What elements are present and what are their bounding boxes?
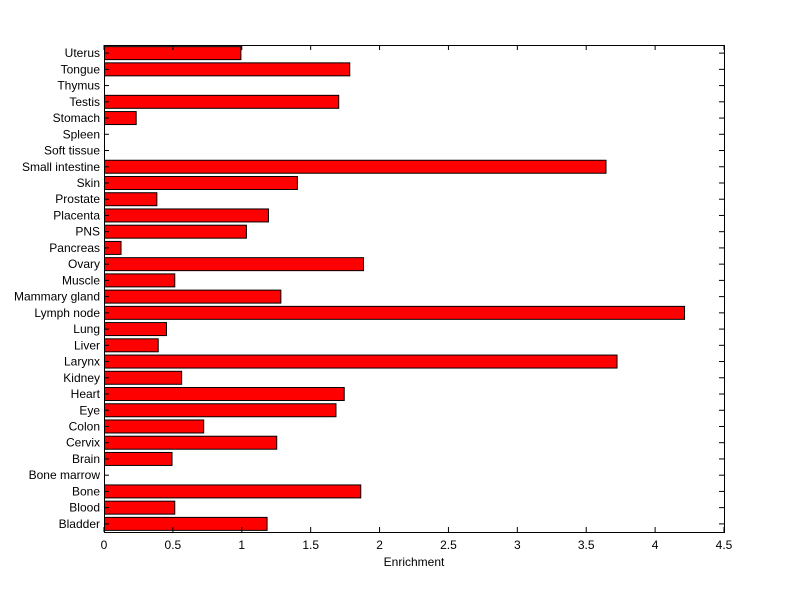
y-tick-label: Lymph node <box>34 306 100 320</box>
y-tick-label: Bone <box>72 484 100 498</box>
x-tick-label: 1 <box>238 538 245 552</box>
y-tick-label: Prostate <box>55 192 100 206</box>
y-tick-label: Larynx <box>64 355 100 369</box>
bar-stomach <box>104 111 137 126</box>
y-tick-label: Kidney <box>63 371 100 385</box>
ticks-group <box>103 45 725 532</box>
bar-lymph-node <box>104 305 686 320</box>
y-tick-label: Lung <box>73 322 100 336</box>
y-tick-label: Colon <box>69 419 100 433</box>
y-tick-label: Blood <box>69 501 100 515</box>
bar-colon <box>104 419 205 434</box>
y-tick-label: Stomach <box>53 111 100 125</box>
x-tick-label: 4 <box>652 538 659 552</box>
x-tick-label: 1.5 <box>302 538 319 552</box>
y-tick-label: Thymus <box>57 79 100 93</box>
y-tick-label: Ovary <box>68 257 100 271</box>
bar-muscle <box>104 273 176 288</box>
bar-cervix <box>104 435 278 450</box>
y-tick-label: PNS <box>75 225 100 239</box>
x-axis-label: Enrichment <box>384 555 445 569</box>
bar-larynx <box>104 354 618 369</box>
bar-bladder <box>104 516 268 531</box>
y-tick-label: Soft tissue <box>44 144 100 158</box>
x-tick-label: 0.5 <box>165 538 182 552</box>
y-tick-label: Small intestine <box>22 160 100 174</box>
bar-ovary <box>104 257 365 272</box>
bar-liver <box>104 338 159 353</box>
x-tick-labels: 0 0.5 1 1.5 2 2.5 3 3.5 4 4.5 <box>101 538 733 552</box>
bar-mammary-gland <box>104 289 282 304</box>
bar-blood <box>104 500 176 515</box>
x-tick-label: 2 <box>376 538 383 552</box>
y-tick-label: Heart <box>71 387 101 401</box>
y-tick-label: Bladder <box>59 517 100 531</box>
y-tick-label: Liver <box>74 338 100 352</box>
x-tick-label: 4.5 <box>716 538 733 552</box>
y-tick-label: Pancreas <box>49 241 100 255</box>
plot-frame <box>104 45 725 533</box>
y-tick-label: Spleen <box>63 127 100 141</box>
bar-kidney <box>104 370 183 385</box>
bar-bone <box>104 484 362 499</box>
bar-tongue <box>104 62 351 77</box>
bar-testis <box>104 94 340 109</box>
y-tick-label: Brain <box>72 452 100 466</box>
bar-prostate <box>104 192 158 207</box>
y-tick-label: Tongue <box>61 62 101 76</box>
y-tick-label: Uterus <box>65 46 100 60</box>
bar-small-intestine <box>104 159 607 174</box>
y-tick-label: Placenta <box>53 208 100 222</box>
x-tick-label: 2.5 <box>440 538 457 552</box>
x-tick-label: 3 <box>514 538 521 552</box>
x-tick-label: 0 <box>101 538 108 552</box>
y-tick-label: Muscle <box>62 273 100 287</box>
y-tick-label: Eye <box>79 403 100 417</box>
bar-lung <box>104 322 167 337</box>
bars-group <box>104 46 686 531</box>
bar-heart <box>104 387 345 402</box>
y-tick-labels: Uterus Tongue Thymus Testis Stomach Spleen Sof… <box>14 46 101 531</box>
bar-skin <box>104 175 298 190</box>
y-tick-label: Mammary gland <box>14 290 100 304</box>
y-tick-label: Cervix <box>66 436 100 450</box>
y-tick-label: Testis <box>69 95 100 109</box>
bar-placenta <box>104 208 269 223</box>
y-tick-label: Bone marrow <box>29 468 101 482</box>
y-tick-label: Skin <box>77 176 100 190</box>
bar-brain <box>104 451 173 466</box>
bar-pns <box>104 224 247 239</box>
bar-eye <box>104 403 337 418</box>
x-tick-label: 3.5 <box>578 538 595 552</box>
